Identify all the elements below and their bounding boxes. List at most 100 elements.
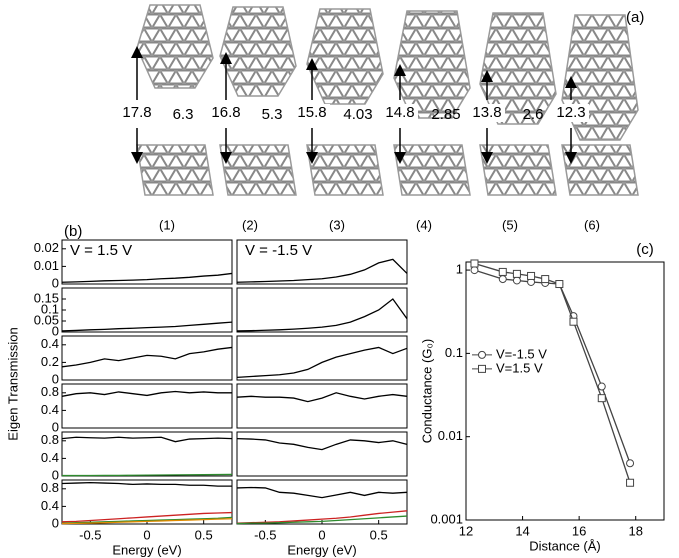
- atom-cluster: [480, 145, 556, 195]
- point: [598, 395, 605, 402]
- series-line: [62, 347, 232, 366]
- legend-label: V=1.5 V: [496, 360, 543, 375]
- atom-cluster: [307, 9, 383, 104]
- y-tick-label: 0: [52, 515, 59, 530]
- series-line: [237, 259, 407, 282]
- distance-label: 16.8: [211, 104, 240, 121]
- plot-frame: [237, 432, 407, 476]
- annotation: V = -1.5 V: [245, 242, 312, 259]
- series-line: [237, 439, 407, 450]
- plot-frame: [62, 288, 232, 332]
- legend-label: V=-1.5 V: [496, 346, 547, 361]
- structure-index: (4): [416, 217, 432, 232]
- atom-cluster: [137, 145, 213, 195]
- distance-label: 12.3: [556, 104, 585, 121]
- atom-cluster: [307, 145, 383, 195]
- point: [598, 383, 605, 390]
- series-line: [62, 391, 232, 396]
- legend-marker: [479, 365, 486, 372]
- y-tick-label: 0.8: [41, 432, 59, 447]
- structure-index: (2): [242, 217, 258, 232]
- distance-label: 14.8: [385, 104, 414, 121]
- point: [542, 276, 549, 283]
- point: [570, 318, 577, 325]
- series-line: [237, 487, 407, 497]
- y-tick-label: 0.8: [41, 384, 59, 399]
- y-tick-label: 0.2: [41, 354, 59, 369]
- gap-label: 2.6: [523, 106, 544, 123]
- y-tick-label: 0.02: [34, 240, 59, 255]
- series-line: [62, 483, 232, 487]
- figure: (a) 17.8 6.3 (1) 16.8 5.3 (2) 15.8 4.03 (3) 14.8 2…: [0, 0, 679, 558]
- point: [528, 272, 535, 279]
- x-axis-label: Energy (eV): [112, 542, 181, 557]
- structure-index: (3): [329, 217, 345, 232]
- y-axis-label: Eigen Transmission: [5, 327, 20, 440]
- distance-label: 13.8: [472, 104, 501, 121]
- series-line: [237, 299, 407, 331]
- plot-frame: [62, 336, 232, 380]
- y-tick-label: 0.4: [41, 450, 59, 465]
- x-axis-label: Energy (eV): [287, 542, 356, 557]
- y-tick-label: 0.4: [41, 402, 59, 417]
- y-tick-label: 0.8: [41, 480, 59, 495]
- plot-frame: [237, 336, 407, 380]
- atom-cluster: [220, 7, 296, 96]
- gap-label: 2.85: [431, 106, 460, 123]
- panel-label: (a): [626, 9, 644, 26]
- plot-frame: [237, 288, 407, 332]
- atom-cluster: [562, 145, 638, 195]
- x-tick-label: -0.5: [79, 527, 101, 542]
- x-tick-label: 16: [572, 523, 586, 538]
- point: [499, 276, 506, 283]
- panel-label: (b): [64, 223, 82, 240]
- x-tick-label: 0: [143, 527, 150, 542]
- x-tick-label: 0.5: [370, 527, 388, 542]
- point: [627, 460, 634, 467]
- atom-cluster: [220, 145, 296, 195]
- x-tick-label: 14: [515, 523, 529, 538]
- series-line: [237, 347, 407, 377]
- y-tick-label: 0.1: [445, 345, 463, 360]
- atom-cluster: [394, 145, 470, 195]
- y-tick-label: 0.15: [34, 290, 59, 305]
- structure-index: (1): [159, 217, 175, 232]
- y-tick-label: 0.4: [41, 498, 59, 513]
- point: [513, 277, 520, 284]
- series-line: [62, 437, 232, 441]
- annotation: V = 1.5 V: [70, 242, 132, 259]
- point: [556, 281, 563, 288]
- series-line: [62, 474, 232, 475]
- y-tick-label: 0.01: [34, 258, 59, 273]
- gap-label: 5.3: [262, 106, 283, 123]
- atom-cluster: [137, 5, 213, 88]
- structure-index: (5): [502, 217, 518, 232]
- atom-cluster: [394, 11, 470, 118]
- plot-frame: [237, 384, 407, 428]
- x-tick-label: -0.5: [254, 527, 276, 542]
- x-tick-label: 0.5: [195, 527, 213, 542]
- distance-label: 17.8: [122, 104, 151, 121]
- y-tick-label: 0.01: [438, 428, 463, 443]
- series-line: [237, 393, 407, 402]
- plot-frame: [62, 384, 232, 428]
- point: [471, 260, 478, 267]
- x-tick-label: 12: [459, 523, 473, 538]
- y-tick-label: 0.4: [41, 336, 59, 351]
- x-tick-label: 0: [318, 527, 325, 542]
- gap-label: 6.3: [173, 106, 194, 123]
- y-tick-label: 1: [456, 262, 463, 277]
- y-tick-label: 0: [52, 275, 59, 290]
- distance-label: 15.8: [297, 104, 326, 121]
- structure-index: (6): [584, 217, 600, 232]
- point: [499, 268, 506, 275]
- y-axis-label: Conductance (G₀): [419, 339, 434, 443]
- panel-label: (c): [636, 241, 654, 258]
- point: [471, 267, 478, 274]
- x-tick-label: 18: [628, 523, 642, 538]
- point: [627, 479, 634, 486]
- x-axis-label: Distance (Å): [529, 538, 601, 553]
- series-line: [62, 273, 232, 282]
- series-line: [62, 322, 232, 331]
- gap-label: 4.03: [343, 106, 372, 123]
